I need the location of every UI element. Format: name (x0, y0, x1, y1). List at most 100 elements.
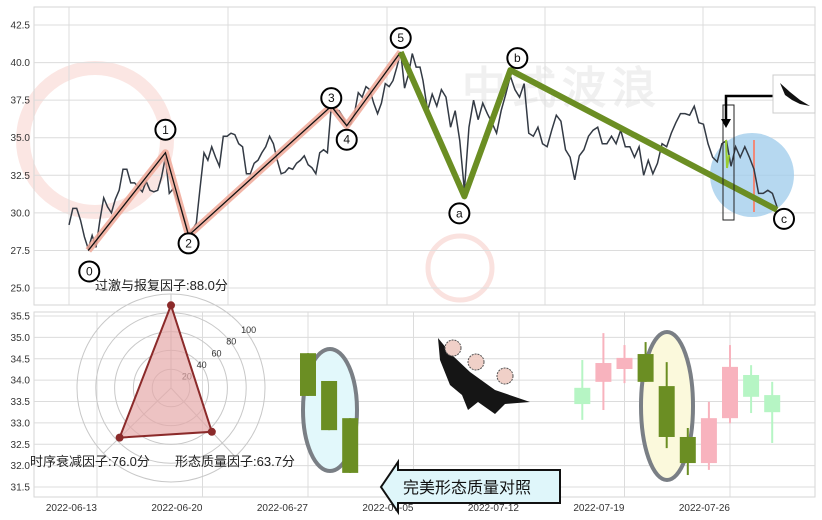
candle (764, 381, 781, 443)
wave-label-text: 5 (397, 31, 404, 45)
radar-ring-label: 80 (226, 337, 236, 347)
price-line (68, 51, 778, 252)
candle (595, 333, 612, 411)
watermark-text: 中式波浪 (462, 64, 662, 113)
candle-body (595, 363, 612, 382)
mini-wave (725, 139, 730, 169)
wave-label-2: 2 (177, 232, 200, 255)
candle-body (658, 386, 675, 437)
selection-box (722, 104, 735, 221)
candle (574, 360, 591, 420)
radar-point (167, 301, 175, 310)
y-tick-label: 37.5 (11, 96, 31, 107)
y-tick-label: 35.0 (11, 333, 31, 344)
wave-label-5: 5 (389, 27, 412, 50)
corrective-wave-line (397, 50, 779, 213)
dog-face (496, 367, 514, 385)
candle-body (764, 395, 781, 413)
x-tick-label: 2022-07-05 (362, 503, 414, 514)
x-tick-label: 2022-06-20 (151, 503, 203, 514)
y-tick-label: 34.5 (11, 354, 31, 365)
wave-label-circle (177, 232, 200, 255)
radar-area (118, 302, 214, 439)
candle-body (342, 418, 359, 473)
wave-label-0: 0 (78, 260, 101, 283)
candle (321, 380, 338, 431)
wave-label-text: 4 (343, 133, 350, 147)
wave-label-text: 1 (162, 123, 169, 137)
candle (722, 345, 738, 424)
radar-ring-label: 60 (211, 348, 221, 358)
thumbnail-frame (772, 74, 816, 114)
x-tick-label: 2022-06-27 (257, 503, 309, 514)
wave-label-1: 1 (154, 118, 177, 141)
callout-perfect-pattern: 完美形态质量对照 (379, 458, 561, 516)
wave-label-text: 3 (328, 91, 335, 105)
wave-label-circle (78, 260, 101, 283)
eagle-with-dogs-icon (438, 338, 530, 414)
pointer-arrow-line (724, 94, 773, 120)
wave-label-circle (320, 87, 343, 110)
radar-point (115, 433, 124, 442)
logo-watermark (425, 233, 495, 303)
wave-label-text: b (514, 51, 521, 65)
candle-body (574, 387, 591, 405)
radar-point (207, 427, 216, 436)
eagle-thumbnail-icon (772, 74, 816, 114)
wave-label-b: b (506, 47, 529, 70)
arrow-down-icon (721, 119, 731, 128)
wave-label-circle (506, 47, 529, 70)
candle-body (679, 436, 696, 464)
x-tick-label: 2022-07-12 (468, 503, 520, 514)
candle (679, 428, 696, 476)
candle (637, 342, 654, 382)
wave-label-text: c (781, 212, 787, 226)
wave-label-circle (154, 118, 177, 141)
radar-ring-label: 100 (241, 325, 256, 335)
wave-label-text: 0 (86, 264, 93, 278)
candle (616, 345, 633, 384)
factor-label-time-decay: 时序衰减因子:76.0分 (30, 454, 150, 469)
y-tick-label: 40.0 (11, 58, 31, 69)
candle-body (700, 418, 717, 464)
arrow-left-icon (379, 458, 561, 516)
wave-label-circle (448, 202, 471, 225)
y-tick-label: 35.0 (11, 133, 31, 144)
candle-body (616, 357, 633, 370)
callout-text: 完美形态质量对照 (403, 479, 531, 497)
candle (342, 418, 359, 473)
candle-body (637, 354, 654, 382)
wave-label-circle (773, 207, 795, 230)
radar-ring-label: 40 (197, 360, 207, 370)
dog-face (444, 339, 462, 357)
wave-label-circle (335, 128, 358, 151)
wave-label-4: 4 (335, 128, 358, 151)
candle-body (300, 353, 316, 396)
y-tick-label: 25.0 (11, 284, 31, 295)
x-tick-label: 2022-07-19 (573, 503, 625, 514)
factor-label-pattern-quality: 形态质量因子:63.7分 (175, 454, 295, 469)
candle-body (321, 380, 338, 431)
y-tick-label: 32.5 (11, 171, 31, 182)
y-tick-label: 34.0 (11, 376, 31, 387)
y-tick-label: 32.5 (11, 440, 31, 451)
y-tick-label: 31.5 (11, 483, 31, 494)
y-tick-label: 33.0 (11, 418, 31, 429)
y-tick-label: 35.5 (11, 312, 31, 323)
candle (658, 362, 675, 449)
wave-label-a: a (448, 202, 471, 225)
impulse-wave-line (87, 51, 402, 251)
logo-watermark (16, 61, 174, 219)
wave-label-text: 2 (185, 236, 192, 250)
candle-body (743, 374, 760, 397)
factor-label-overshoot: 过激与报复因子:88.0分 (95, 278, 228, 293)
y-tick-label: 42.5 (11, 21, 31, 32)
eagle-shape (780, 83, 810, 106)
wave-label-3: 3 (320, 87, 343, 110)
candle (300, 353, 316, 396)
y-tick-label: 33.5 (11, 397, 31, 408)
candle-body (722, 366, 738, 419)
wave-label-text: a (456, 206, 463, 220)
x-tick-label: 2022-06-13 (46, 503, 98, 514)
